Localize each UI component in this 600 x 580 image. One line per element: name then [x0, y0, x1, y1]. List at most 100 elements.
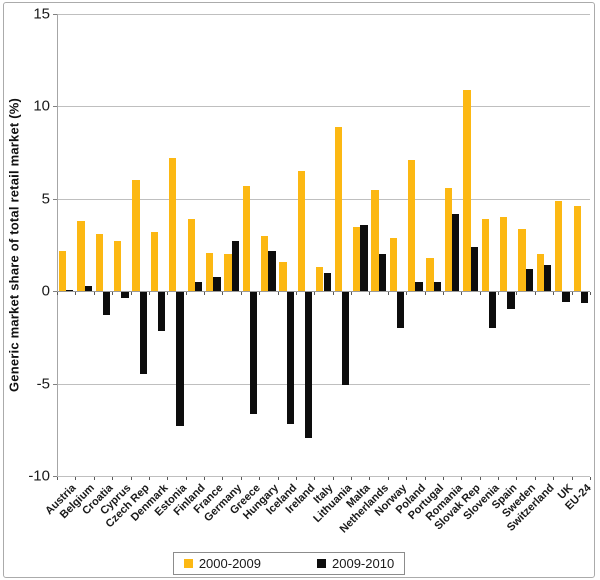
category-tick-zero: [167, 292, 169, 296]
bar-2000-2009-Slovak Rep: [463, 89, 471, 292]
category-tick-zero: [185, 292, 187, 296]
bar-2009-2010-Croatia: [102, 292, 111, 315]
bar-2000-2009-Austria: [58, 250, 67, 292]
category-tick-bottom: [351, 477, 353, 481]
category-tick-zero: [57, 292, 58, 296]
category-tick-zero: [332, 292, 334, 296]
bar-2009-2010-Netherlands: [378, 254, 386, 292]
category-tick-zero: [590, 292, 591, 296]
category-tick-bottom: [498, 477, 500, 481]
h-gridline: [57, 106, 590, 108]
category-tick-zero: [369, 292, 371, 296]
y-axis-tick: [53, 14, 57, 15]
category-tick-zero: [204, 292, 206, 296]
bar-2009-2010-Slovenia: [488, 292, 497, 328]
category-tick-zero: [222, 292, 224, 296]
legend-swatch-black: [317, 559, 326, 568]
category-tick-bottom: [314, 477, 316, 481]
bar-2000-2009-Spain: [499, 217, 508, 292]
bar-2009-2010-France: [213, 276, 221, 292]
category-tick-zero: [461, 292, 463, 296]
bar-2000-2009-Malta: [352, 226, 361, 292]
bar-2009-2010-Hungary: [268, 250, 276, 292]
bar-2009-2010-Italy: [323, 272, 331, 292]
bar-2009-2010-Estonia: [176, 292, 184, 426]
bar-2009-2010-Lithuania: [341, 292, 350, 385]
bar-2000-2009-Croatia: [95, 234, 103, 292]
category-tick-zero: [424, 292, 426, 296]
bar-2009-2010-Poland: [415, 282, 423, 292]
legend-swatch-yellow: [183, 559, 193, 568]
category-tick-bottom: [204, 477, 206, 481]
bar-2000-2009-Netherlands: [371, 189, 379, 292]
category-tick-zero: [295, 292, 297, 296]
category-tick-bottom: [406, 477, 408, 481]
category-tick-zero: [240, 292, 242, 296]
bar-2000-2009-Finland: [187, 219, 195, 292]
h-gridline: [57, 198, 590, 200]
category-tick-zero: [553, 292, 555, 296]
category-tick-zero: [516, 292, 518, 296]
bar-2009-2010-Iceland: [286, 292, 295, 424]
category-tick-bottom: [222, 477, 224, 481]
bar-2009-2010-Norway: [397, 292, 405, 328]
bar-2000-2009-Italy: [316, 267, 324, 292]
category-tick-bottom: [553, 477, 555, 481]
legend-label: 2000-2009: [198, 556, 261, 571]
category-tick-zero: [351, 292, 353, 296]
bar-2009-2010-Austria: [66, 289, 74, 292]
bar-2009-2010-Switzerland: [544, 265, 552, 292]
category-tick-bottom: [516, 477, 518, 481]
bar-2009-2010-Romania: [452, 213, 460, 292]
category-tick-bottom: [461, 477, 463, 481]
category-tick-bottom: [240, 477, 242, 481]
category-tick-bottom: [185, 477, 187, 481]
category-tick-bottom: [259, 477, 261, 481]
bar-2000-2009-Ireland: [297, 171, 306, 292]
bar-2000-2009-France: [205, 252, 214, 292]
bar-2000-2009-Germany: [224, 254, 232, 292]
category-tick-zero: [498, 292, 500, 296]
bar-2000-2009-Norway: [389, 237, 397, 292]
category-tick-zero: [112, 292, 114, 296]
bar-2000-2009-Romania: [444, 187, 453, 292]
bar-2000-2009-Switzerland: [536, 254, 545, 292]
category-tick-bottom: [167, 477, 169, 481]
bar-2000-2009-Estonia: [169, 158, 177, 292]
bar-2009-2010-UK: [562, 292, 570, 302]
legend-entry-2000-2009: 2000-2009: [183, 556, 261, 571]
bar-2000-2009-UK: [555, 200, 563, 292]
category-tick-zero: [406, 292, 408, 296]
legend-label: 2009-2010: [332, 556, 395, 571]
bar-2000-2009-Greece: [242, 185, 250, 292]
bar-2009-2010-Denmark: [158, 292, 166, 332]
y-axis-tick: [53, 106, 57, 108]
bar-2009-2010-Sweden: [525, 269, 533, 292]
category-tick-bottom: [442, 477, 444, 481]
category-tick-bottom: [277, 477, 279, 481]
y-tick-label: 0: [41, 282, 50, 300]
category-tick-bottom: [75, 477, 77, 481]
bar-2009-2010-Belgium: [84, 285, 92, 292]
category-tick-bottom: [93, 477, 95, 481]
y-axis-tick: [53, 291, 57, 293]
category-tick-zero: [442, 292, 444, 296]
category-tick-zero: [571, 292, 573, 296]
category-tick-bottom: [369, 477, 371, 481]
category-tick-zero: [534, 292, 536, 296]
category-tick-bottom: [387, 477, 389, 481]
category-tick-bottom: [479, 477, 481, 481]
y-axis-tick: [53, 383, 57, 385]
h-gridline: [57, 476, 590, 478]
category-tick-bottom: [534, 477, 536, 481]
bar-2000-2009-Portugal: [426, 258, 434, 292]
bar-2000-2009-Hungary: [261, 235, 269, 292]
bar-2000-2009-Sweden: [518, 228, 526, 292]
category-tick-zero: [130, 292, 132, 296]
category-tick-zero: [259, 292, 261, 296]
h-gridline: [57, 14, 590, 15]
h-gridline: [57, 383, 590, 385]
category-tick-bottom: [148, 477, 150, 481]
category-tick-bottom: [332, 477, 334, 481]
